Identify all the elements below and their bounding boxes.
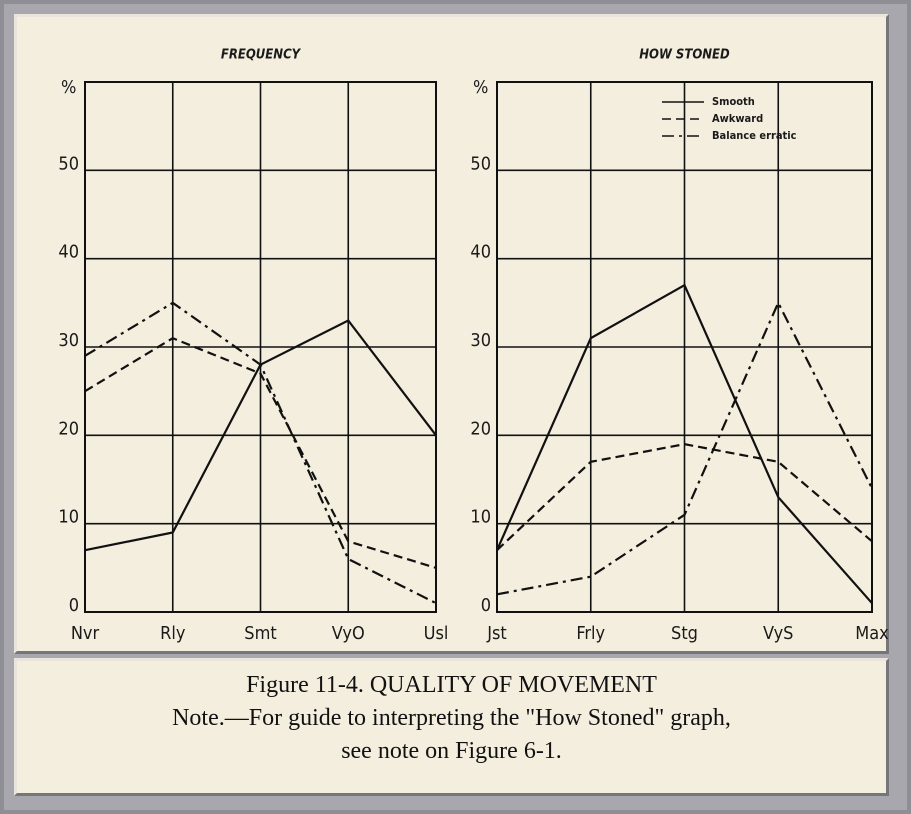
legend-label: Smooth [712, 95, 755, 108]
y-tick-label: 10 [470, 507, 491, 528]
y-axis-label: % [61, 77, 76, 98]
x-tick-label: Usl [424, 623, 449, 644]
series-line [84, 336, 437, 569]
series-line [496, 443, 873, 551]
x-tick-label: Stg [671, 623, 698, 644]
series-line [496, 300, 873, 596]
x-tick-label: VyO [332, 623, 365, 644]
y-tick-label: 50 [470, 153, 491, 174]
y-tick-label: 30 [58, 330, 79, 351]
caption-title: Figure 11-4. QUALITY OF MOVEMENT [246, 672, 657, 698]
x-tick-label: Smt [244, 623, 276, 644]
x-tick-label: Rly [160, 623, 186, 644]
caption-note: see note on Figure 6-1. [341, 738, 562, 764]
x-tick-label: VyS [763, 623, 793, 644]
chart-title: HOW STONED [639, 48, 730, 63]
chart-panel [14, 14, 889, 654]
legend-label: Balance erratic [712, 129, 797, 142]
legend-label: Awkward [712, 112, 763, 125]
y-tick-label: 20 [470, 418, 491, 439]
x-tick-label: Jst [486, 623, 507, 644]
x-tick-label: Frly [576, 623, 605, 644]
series-line [495, 283, 873, 604]
y-tick-label: 0 [481, 595, 491, 616]
x-tick-label: Max [855, 623, 889, 644]
x-tick-label: Nvr [71, 623, 100, 644]
y-axis-label: % [473, 77, 488, 98]
caption-panel: Figure 11-4. QUALITY OF MOVEMENT Note.—F… [14, 658, 889, 796]
y-tick-label: 50 [58, 153, 79, 174]
chart-title: FREQUENCY [221, 48, 302, 63]
series-line [84, 301, 437, 605]
y-tick-label: 40 [470, 242, 491, 263]
y-tick-label: 30 [470, 330, 491, 351]
caption-note: Note.—For guide to interpreting the "How… [172, 705, 731, 731]
y-tick-label: 40 [58, 242, 79, 263]
y-tick-label: 10 [58, 507, 79, 528]
y-tick-label: 20 [58, 418, 79, 439]
y-tick-label: 0 [69, 595, 79, 616]
